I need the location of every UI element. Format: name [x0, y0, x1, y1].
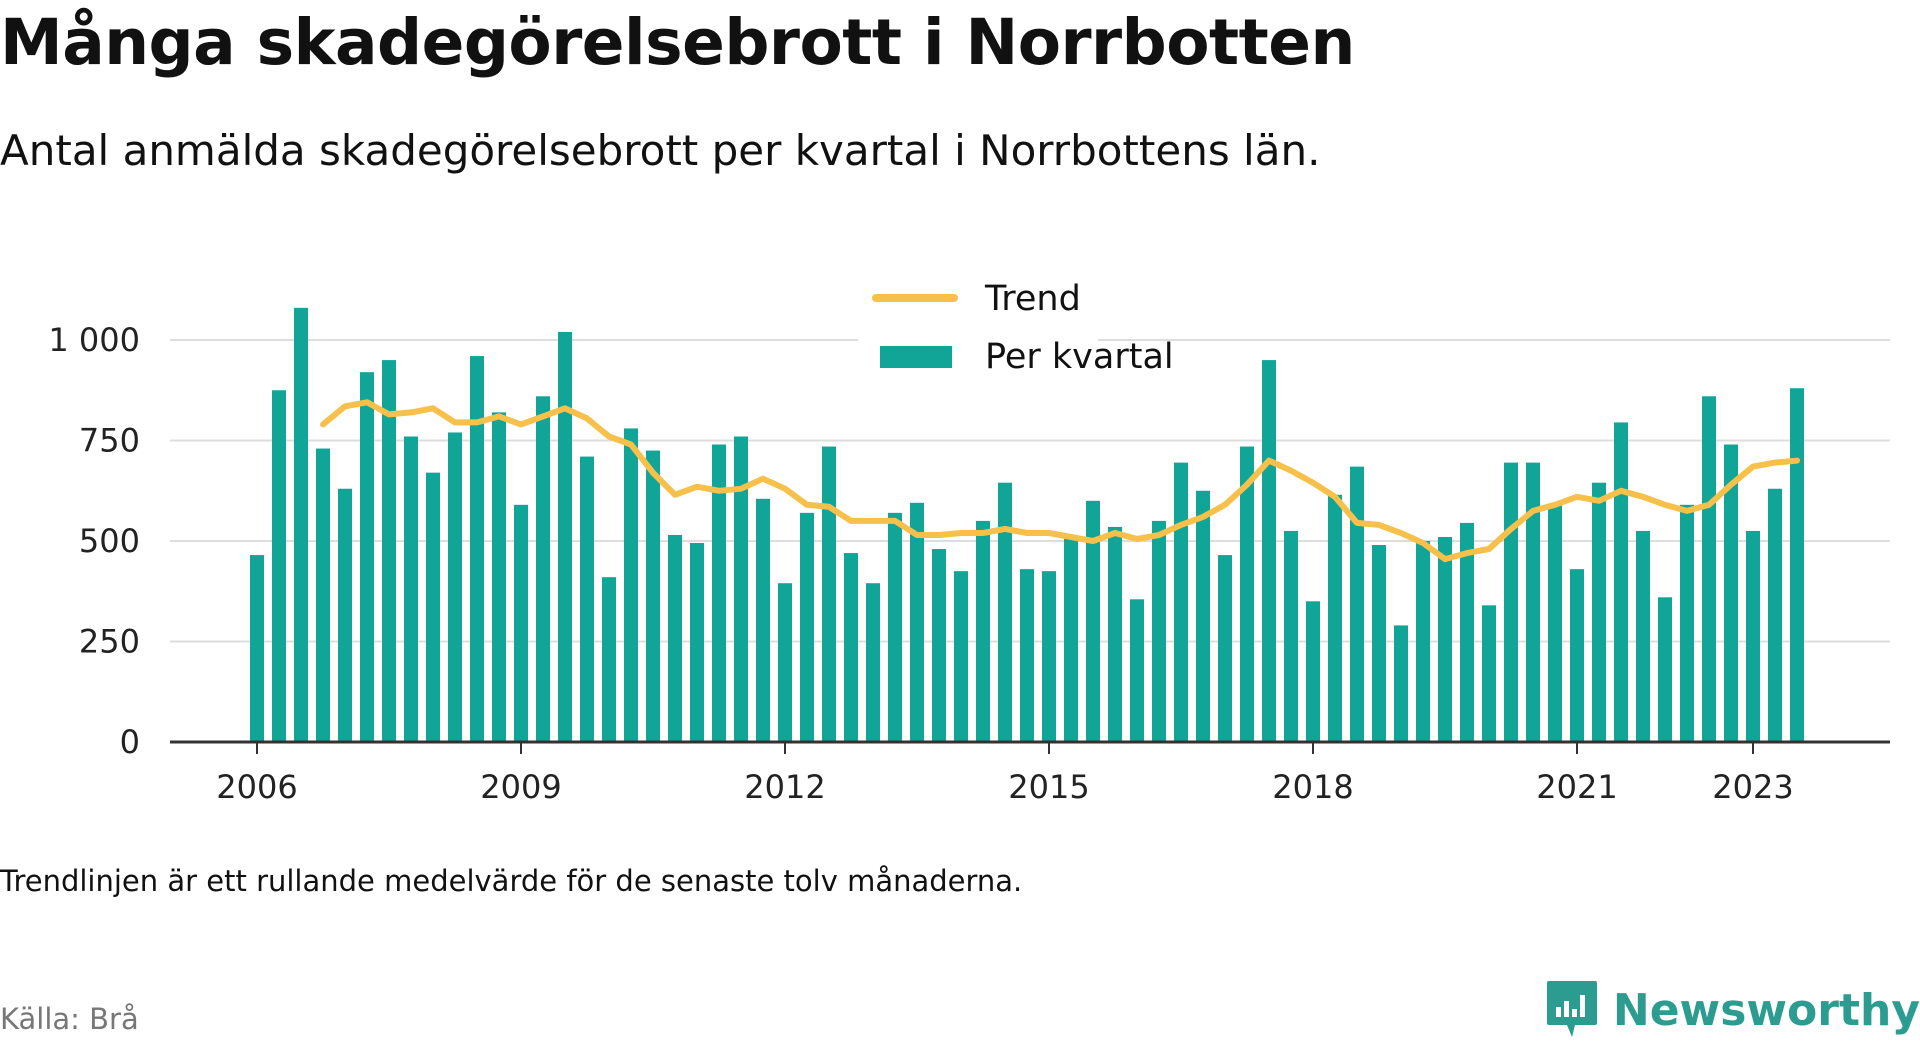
- legend: Trend Per kvartal: [858, 276, 1174, 386]
- chart-svg: 0 250 500 750 1 000 2006 2009 2012 2015 2018 2021 2…: [48, 276, 1890, 806]
- bar: [1438, 536, 1452, 742]
- bar: [734, 436, 748, 742]
- bar: [1460, 522, 1474, 742]
- bar: [1152, 520, 1166, 742]
- bar: [668, 534, 682, 742]
- bar: [1526, 462, 1540, 742]
- bar: [822, 446, 836, 742]
- x-tick-label: 2006: [216, 768, 297, 806]
- bar: [536, 396, 550, 742]
- bar: [470, 356, 484, 742]
- bar: [954, 571, 968, 742]
- bar: [1174, 462, 1188, 742]
- x-tick-label: 2012: [744, 768, 825, 806]
- bar: [514, 504, 528, 742]
- bar: [1020, 569, 1034, 742]
- newsworthy-logo-icon: [1546, 981, 1597, 1037]
- bar: [1548, 504, 1562, 742]
- bar: [1702, 396, 1716, 742]
- bar: [778, 583, 792, 742]
- bar: [1570, 569, 1584, 742]
- bar: [844, 553, 858, 742]
- y-tick-label: 500: [79, 522, 140, 560]
- bar: [272, 390, 286, 742]
- source-text: Källa: Brå: [0, 1002, 139, 1036]
- bar: [1042, 571, 1056, 742]
- bar: [1482, 605, 1496, 742]
- footnote: Trendlinjen är ett rullande medelvärde f…: [0, 864, 1023, 898]
- bar: [1636, 530, 1650, 742]
- bar: [602, 577, 616, 742]
- bar: [1592, 482, 1606, 742]
- bar: [250, 555, 264, 742]
- bar: [404, 436, 418, 742]
- bar: [1262, 360, 1276, 742]
- trend-series: [320, 399, 1800, 563]
- bar: [1218, 555, 1232, 742]
- bar: [1680, 504, 1694, 742]
- bar: [866, 583, 880, 742]
- bar: [1306, 601, 1320, 742]
- bar: [976, 520, 990, 742]
- y-tick-label: 250: [79, 623, 140, 661]
- y-tick-label: 1 000: [48, 321, 140, 359]
- bar: [756, 498, 770, 742]
- x-tick-label: 2023: [1712, 768, 1793, 806]
- bar: [1614, 422, 1628, 742]
- bar: [294, 307, 308, 742]
- bar: [1724, 444, 1738, 742]
- brand-logo: Newsworthy: [1545, 978, 1920, 1042]
- bar: [998, 482, 1012, 742]
- bar: [1746, 530, 1760, 742]
- bar: [1328, 494, 1342, 742]
- bar: [448, 432, 462, 742]
- bar: [1658, 597, 1672, 742]
- bar: [1284, 530, 1298, 742]
- legend-label-bars: Per kvartal: [985, 337, 1174, 377]
- bar: [624, 428, 638, 742]
- bar: [646, 450, 660, 742]
- bar: [910, 502, 924, 742]
- bar: [1372, 545, 1386, 742]
- bar: [888, 512, 902, 742]
- bar: [1394, 625, 1408, 742]
- bar: [492, 412, 506, 742]
- bar: [1196, 490, 1210, 742]
- axes: 0 250 500 750 1 000 2006 2009 2012 2015 2018 2021 2…: [48, 321, 1890, 806]
- bar: [426, 472, 440, 742]
- x-tick-label: 2015: [1008, 768, 1089, 806]
- bar: [382, 360, 396, 742]
- chart-subtitle: Antal anmälda skadegörelsebrott per kvar…: [0, 126, 1321, 175]
- legend-label-trend: Trend: [984, 279, 1081, 319]
- bar: [1504, 462, 1518, 742]
- bar: [800, 512, 814, 742]
- x-tick-label: 2018: [1272, 768, 1353, 806]
- bar: [360, 372, 374, 742]
- y-tick-label: 750: [79, 422, 140, 460]
- chart-title: Många skadegörelsebrott i Norrbotten: [0, 6, 1355, 79]
- bar-series: [250, 307, 1804, 742]
- trend-line: [320, 399, 1800, 563]
- bar: [690, 543, 704, 742]
- bar: [1768, 488, 1782, 742]
- bar: [1350, 466, 1364, 742]
- bar: [580, 456, 594, 742]
- brand-name: Newsworthy: [1612, 984, 1920, 1036]
- bar: [1240, 446, 1254, 742]
- bar: [712, 444, 726, 742]
- bar: [1416, 541, 1430, 742]
- bar: [1086, 500, 1100, 742]
- bar: [1790, 388, 1804, 742]
- bar: [1108, 526, 1122, 742]
- bar: [1064, 538, 1078, 742]
- x-tick-label: 2021: [1536, 768, 1617, 806]
- bar: [316, 448, 330, 742]
- bar: [558, 331, 572, 742]
- bar: [932, 549, 946, 742]
- bar: [1130, 599, 1144, 742]
- bar: [338, 488, 352, 742]
- x-tick-label: 2009: [480, 768, 561, 806]
- y-tick-label: 0: [120, 723, 140, 761]
- legend-swatch-bars: [880, 346, 952, 368]
